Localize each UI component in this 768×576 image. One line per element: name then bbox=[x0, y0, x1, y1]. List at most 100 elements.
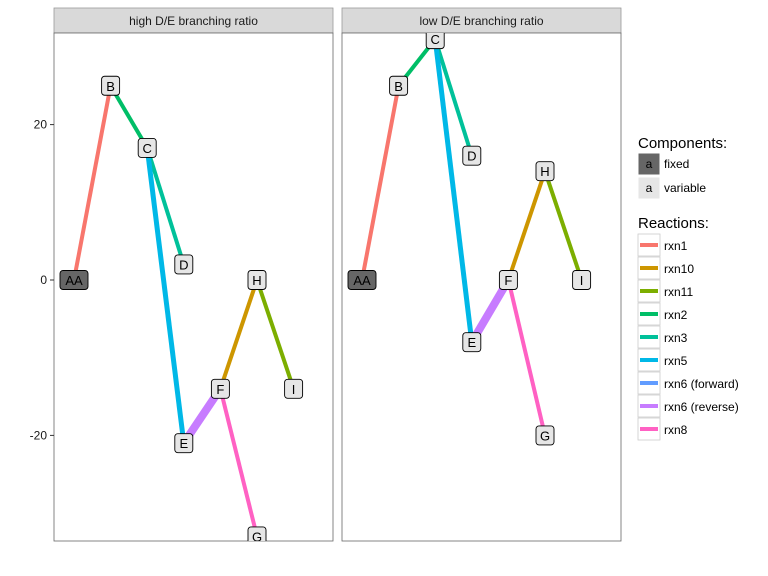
panel-1: high D/E branching ratio AA B C D E F G H I bbox=[53, 7, 334, 542]
reaction-label: rxn8 bbox=[664, 423, 688, 437]
components-legend-item: a fixed bbox=[637, 152, 689, 176]
panel-marks: AA B C D E F G H I bbox=[347, 32, 592, 446]
node-label: C bbox=[143, 141, 152, 156]
node-label: B bbox=[106, 79, 115, 94]
edge-rxn2 bbox=[108, 84, 149, 149]
node-box bbox=[572, 270, 592, 290]
edge-rxn1 bbox=[360, 85, 401, 281]
reactions-legend-title: Reactions: bbox=[638, 215, 709, 232]
edge-rxn10 bbox=[218, 279, 259, 390]
node-box bbox=[137, 137, 157, 158]
panel-background bbox=[53, 32, 334, 542]
node-label: H bbox=[540, 164, 549, 179]
reactions-legend-item: rxn3 bbox=[637, 325, 688, 349]
edge-rxn11 bbox=[543, 170, 584, 281]
component-label: fixed bbox=[664, 157, 689, 171]
reactions-legend-item: rxn10 bbox=[637, 256, 694, 280]
reactions-legend-item: rxn2 bbox=[637, 302, 688, 326]
node-box bbox=[462, 332, 482, 353]
node-label: E bbox=[179, 436, 188, 451]
node-f: F bbox=[210, 378, 230, 399]
reaction-label: rxn10 bbox=[664, 262, 694, 276]
reaction-label: rxn5 bbox=[664, 354, 688, 368]
node-box bbox=[247, 526, 267, 541]
reactions-legend-item: rxn8 bbox=[637, 417, 688, 441]
component-key bbox=[637, 152, 661, 176]
node-b: B bbox=[101, 75, 121, 96]
node-h: H bbox=[247, 270, 267, 290]
components-legend-item: a variable bbox=[637, 176, 706, 200]
node-aa: AA bbox=[59, 270, 89, 290]
node-c: C bbox=[425, 32, 445, 50]
node-label: C bbox=[431, 32, 440, 47]
node-box bbox=[101, 75, 121, 96]
node-label: AA bbox=[65, 273, 83, 288]
node-c: C bbox=[137, 137, 157, 158]
reaction-label: rxn2 bbox=[664, 308, 688, 322]
node-e: E bbox=[174, 433, 194, 454]
y-tick-label: 0 bbox=[40, 273, 47, 287]
edge-rxn10 bbox=[506, 170, 547, 281]
edge-rxn8 bbox=[218, 388, 259, 537]
component-key-letter: a bbox=[646, 157, 653, 171]
facet-title: high D/E branching ratio bbox=[129, 14, 258, 28]
y-axis: 20 0 -20 bbox=[30, 118, 54, 442]
y-tick-label: 20 bbox=[34, 118, 48, 132]
node-box bbox=[174, 254, 194, 275]
node-box bbox=[535, 161, 555, 182]
reactions-legend-item: rxn1 bbox=[637, 233, 688, 257]
node-h: H bbox=[535, 161, 555, 182]
node-box bbox=[247, 270, 267, 290]
node-label: H bbox=[252, 273, 261, 288]
node-f: F bbox=[498, 270, 518, 290]
node-box bbox=[347, 270, 377, 290]
facet-strip bbox=[53, 7, 334, 34]
node-label: D bbox=[467, 149, 476, 164]
reactions-legend-item: rxn5 bbox=[637, 348, 688, 372]
component-key bbox=[637, 176, 661, 200]
node-label: D bbox=[179, 257, 188, 272]
node-e: E bbox=[462, 332, 482, 353]
edge-rxn5 bbox=[144, 147, 187, 444]
node-label: F bbox=[216, 382, 224, 397]
panel-marks: AA B C D E F G H I bbox=[59, 75, 304, 541]
reaction-label: rxn6 (forward) bbox=[664, 377, 739, 391]
node-g: G bbox=[247, 526, 267, 541]
node-label: G bbox=[540, 428, 550, 443]
reactions-legend-item: rxn11 bbox=[637, 279, 693, 303]
node-label: F bbox=[504, 273, 512, 288]
node-label: AA bbox=[353, 273, 371, 288]
reactions-legend-item: rxn6 (reverse) bbox=[637, 394, 739, 418]
panel-2: low D/E branching ratio AA B C D E F G H I bbox=[341, 7, 622, 542]
node-aa: AA bbox=[347, 270, 377, 290]
node-box bbox=[462, 145, 482, 166]
component-label: variable bbox=[664, 181, 706, 195]
node-label: I bbox=[580, 273, 584, 288]
edge-rxn6-reverse- bbox=[468, 277, 512, 345]
node-box bbox=[389, 75, 409, 96]
reaction-label: rxn6 (reverse) bbox=[664, 400, 739, 414]
facet-strip bbox=[341, 7, 622, 34]
y-tick-label: -20 bbox=[30, 428, 48, 442]
reaction-label: rxn3 bbox=[664, 331, 688, 345]
node-box bbox=[498, 270, 518, 290]
reaction-label: rxn1 bbox=[664, 239, 688, 253]
node-d: D bbox=[462, 145, 482, 166]
reactions-legend-item: rxn6 (forward) bbox=[637, 371, 739, 395]
node-box bbox=[174, 433, 194, 454]
node-label: I bbox=[292, 382, 296, 397]
node-box bbox=[284, 378, 304, 399]
edge-rxn1 bbox=[72, 85, 113, 281]
edge-rxn11 bbox=[255, 279, 296, 390]
reaction-label: rxn11 bbox=[664, 285, 693, 299]
facet-title: low D/E branching ratio bbox=[419, 14, 543, 28]
component-key-letter: a bbox=[646, 181, 653, 195]
components-legend-title: Components: bbox=[638, 135, 727, 152]
node-b: B bbox=[389, 75, 409, 96]
node-d: D bbox=[174, 254, 194, 275]
node-i: I bbox=[284, 378, 304, 399]
edge-rxn5 bbox=[432, 38, 475, 343]
edge-rxn8 bbox=[506, 279, 547, 436]
